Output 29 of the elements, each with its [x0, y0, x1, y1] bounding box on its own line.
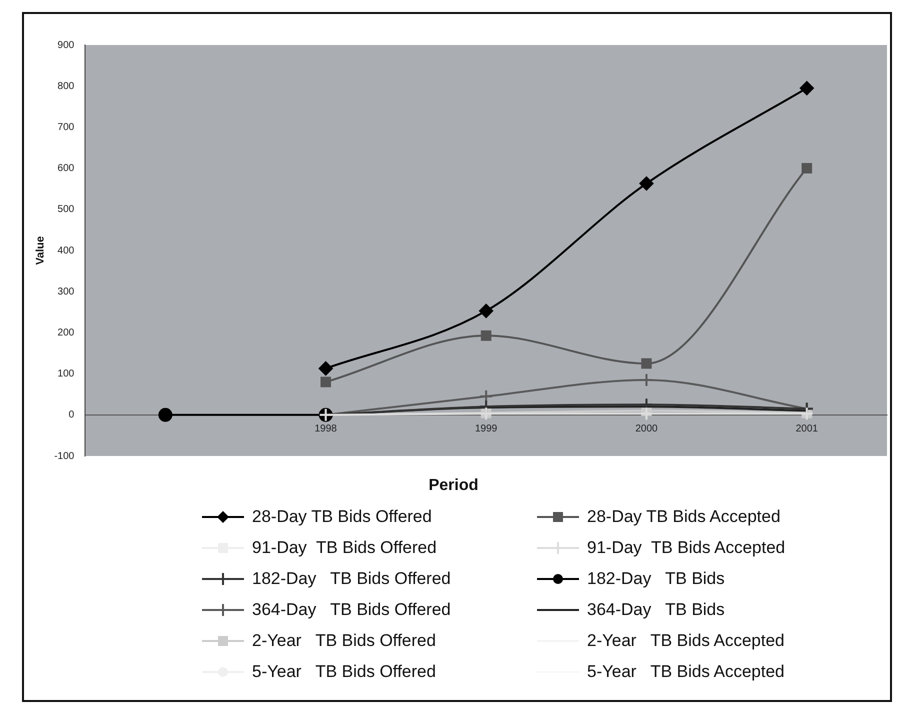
x-tick-label: 1999	[474, 424, 498, 435]
y-tick-label: 800	[58, 80, 75, 92]
legend-label: 364-Day TB Bids	[587, 600, 725, 620]
legend-label: 182-Day TB Bids Offered	[252, 568, 451, 588]
y-tick-label: 400	[58, 245, 75, 256]
legend-label: 28-Day TB Bids Offered	[252, 506, 432, 526]
legend-label: 364-Day TB Bids Offered	[252, 600, 451, 620]
y-tick-label: 100	[58, 368, 75, 380]
y-tick-label: 0	[68, 410, 75, 421]
legend-label: 5-Year TB Bids Accepted	[587, 662, 785, 682]
legend-label: 2-Year TB Bids Offered	[252, 630, 436, 650]
legend-label: 91-Day TB Bids Accepted	[587, 538, 786, 558]
legend-label: 28-Day TB Bids Accepted	[587, 506, 780, 526]
x-tick-label: 2001	[796, 424, 818, 435]
legend-label: 5-Year TB Bids Offered	[252, 662, 436, 682]
x-axis-title: Period	[428, 477, 480, 495]
y-tick-label: -100	[54, 450, 75, 462]
y-tick-label: 600	[58, 163, 75, 174]
y-tick-label: 700	[58, 122, 75, 133]
y-tick-label: 300	[58, 286, 75, 298]
y-tick-label: 200	[58, 327, 75, 338]
legend-label: 2-Year TB Bids Accepted	[587, 630, 785, 650]
y-tick-label: 900	[58, 40, 75, 51]
y-tick-label: 500	[58, 204, 75, 216]
legend-label: 182-Day TB Bids	[587, 568, 725, 588]
y-axis-title: Value	[34, 236, 47, 265]
x-tick-label: 2000	[635, 424, 658, 435]
x-tick-label: 1998	[314, 424, 338, 435]
legend-label: 91-Day TB Bids Offered	[252, 538, 437, 558]
